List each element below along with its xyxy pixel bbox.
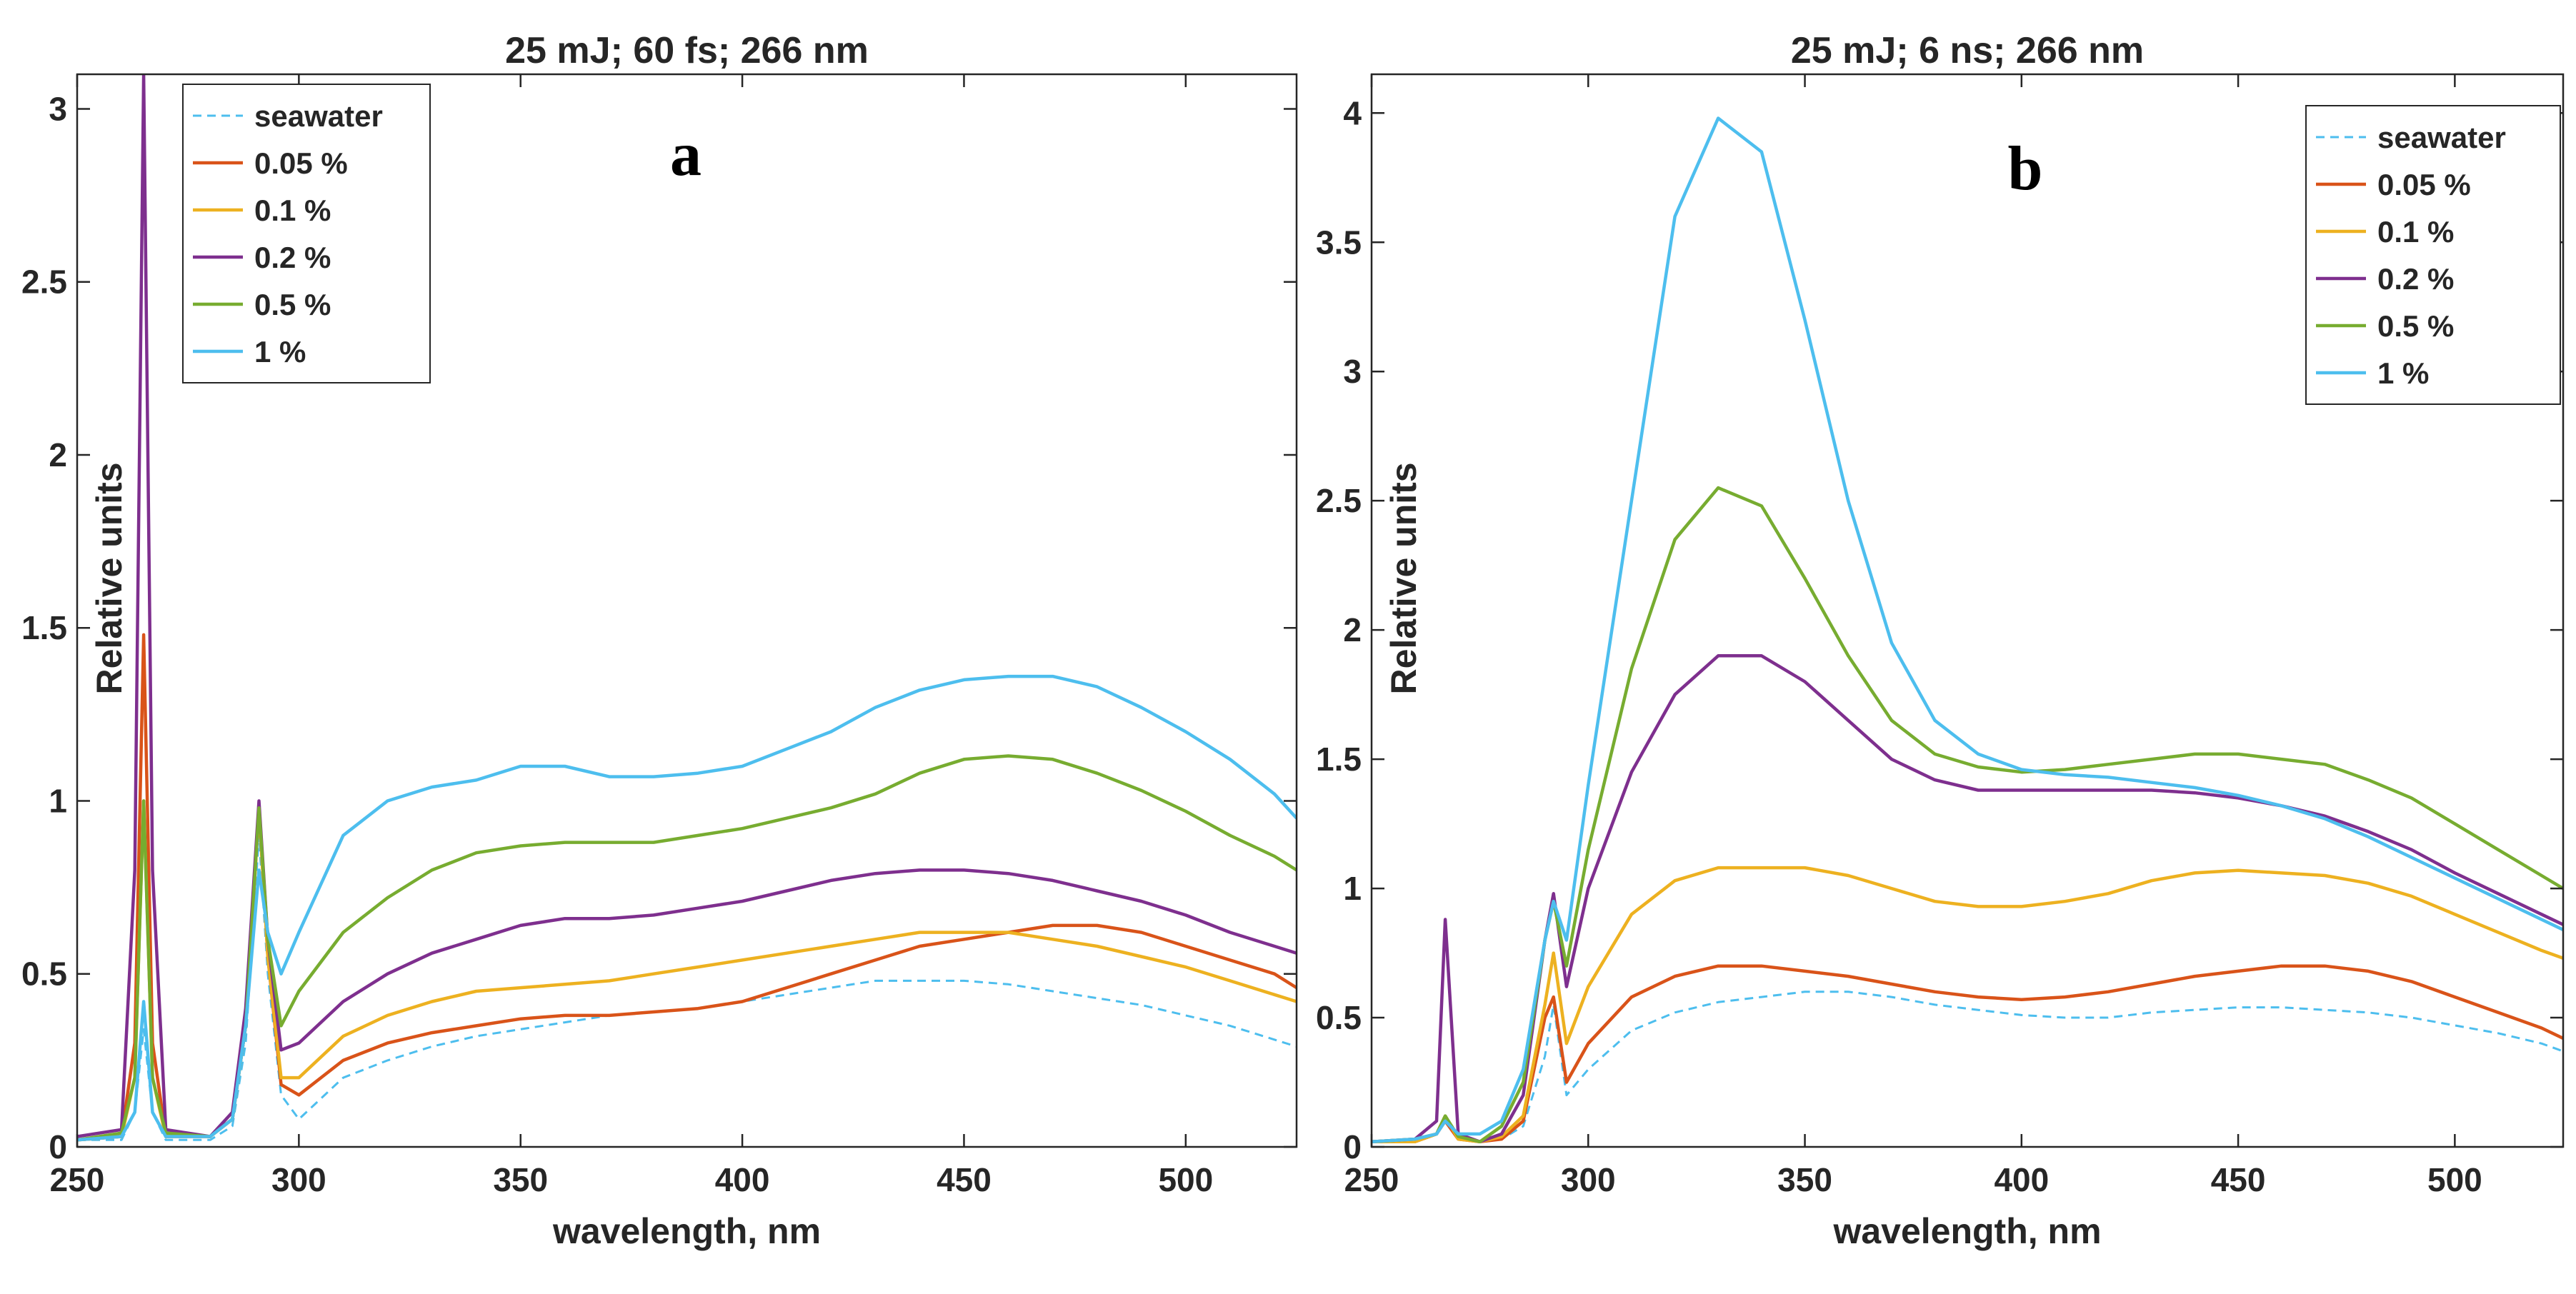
x-tick-label: 500: [1158, 1161, 1213, 1198]
series-line-1: [77, 674, 1297, 1142]
x-tick-label: 400: [1994, 1161, 2049, 1198]
legend-entry: 0.05 %: [2377, 168, 2471, 201]
legend-entry: seawater: [2377, 121, 2506, 154]
y-tick-label: 0.5: [21, 956, 67, 993]
series-line-seawater: [1372, 990, 2563, 1143]
legend-entry: 0.2 %: [2377, 262, 2454, 296]
y-tick-label: 3: [49, 90, 67, 127]
legend-entry: 0.2 %: [254, 241, 331, 274]
chart-title: 25 mJ; 6 ns; 266 nm: [1791, 30, 2144, 71]
x-tick-label: 300: [271, 1161, 326, 1198]
y-tick-label: 0.5: [1316, 999, 1362, 1036]
legend-entry: seawater: [254, 99, 383, 133]
legend-entry: 0.1 %: [2377, 215, 2454, 249]
series-line-1: [1372, 116, 2563, 1144]
series-line-seawater: [77, 834, 1297, 1141]
y-tick-label: 3: [1343, 353, 1362, 390]
y-tick-label: 1.5: [21, 609, 67, 646]
x-tick-label: 350: [493, 1161, 548, 1198]
legend-entry: 0.1 %: [254, 194, 331, 227]
y-tick-label: 2.5: [1316, 482, 1362, 519]
x-axis-label: wavelength, nm: [1832, 1211, 2101, 1251]
x-tick-label: 350: [1777, 1161, 1832, 1198]
x-tick-label: 500: [2427, 1161, 2482, 1198]
axes-box: [1370, 73, 2565, 1148]
y-tick-label: 0: [1343, 1128, 1362, 1165]
y-axis-label: Relative units: [1384, 462, 1424, 694]
series-line-0-2: [1372, 654, 2563, 1144]
chart-title: 25 mJ; 60 fs; 266 nm: [505, 30, 869, 71]
y-tick-label: 4: [1343, 94, 1362, 131]
legend: seawater 0.05 % 0.1 % 0.2 % 0.5 % 1 %: [2305, 105, 2561, 405]
x-tick-label: 250: [50, 1161, 105, 1198]
x-tick-label: 450: [937, 1161, 992, 1198]
series-line-0-05: [1372, 964, 2563, 1144]
y-tick-label: 3.5: [1316, 224, 1362, 261]
panel-b: 250 300 350 400 450 500 0 0.5 1 1.5 2 2.5 3 3.5 4 25 mJ…: [1316, 30, 2565, 1251]
y-tick-label: 0: [49, 1128, 67, 1165]
series-group: [77, 74, 1297, 1142]
y-tick-label: 2.5: [21, 264, 67, 301]
axes-box: [76, 73, 1298, 1148]
legend-entry: 1 %: [254, 335, 306, 368]
x-tick-label: 400: [715, 1161, 770, 1198]
y-tick-label: 1: [1343, 870, 1362, 907]
y-tick-label: 2: [49, 436, 67, 473]
series-group: [1372, 116, 2563, 1144]
y-tick-label: 2: [1343, 611, 1362, 648]
panel-label: a: [670, 120, 702, 189]
legend-entry: 1 %: [2377, 356, 2429, 390]
series-line-0-5: [1372, 486, 2563, 1144]
legend-entry: 0.5 %: [2377, 309, 2454, 343]
panel-label: b: [2008, 134, 2043, 204]
legend-box: [2305, 105, 2561, 405]
y-tick-label: 1: [49, 782, 67, 819]
series-line-0-1: [1372, 866, 2563, 1144]
x-axis-label: wavelength, nm: [552, 1211, 821, 1251]
x-tick-label: 250: [1344, 1161, 1399, 1198]
x-tick-label: 450: [2211, 1161, 2266, 1198]
y-tick-label: 1.5: [1316, 741, 1362, 778]
legend-entry: 0.05 %: [254, 146, 348, 180]
legend-entry: 0.5 %: [254, 288, 331, 321]
panel-a: 250 300 350 400 450 500 0 0.5 1 1.5 2 2.5 3 25 mJ; 60…: [21, 30, 1298, 1251]
y-axis-label: Relative units: [89, 462, 129, 694]
legend: seawater 0.05 % 0.1 % 0.2 % 0.5 % 1 %: [182, 84, 431, 383]
x-tick-label: 300: [1561, 1161, 1616, 1198]
legend-box: [182, 84, 431, 383]
